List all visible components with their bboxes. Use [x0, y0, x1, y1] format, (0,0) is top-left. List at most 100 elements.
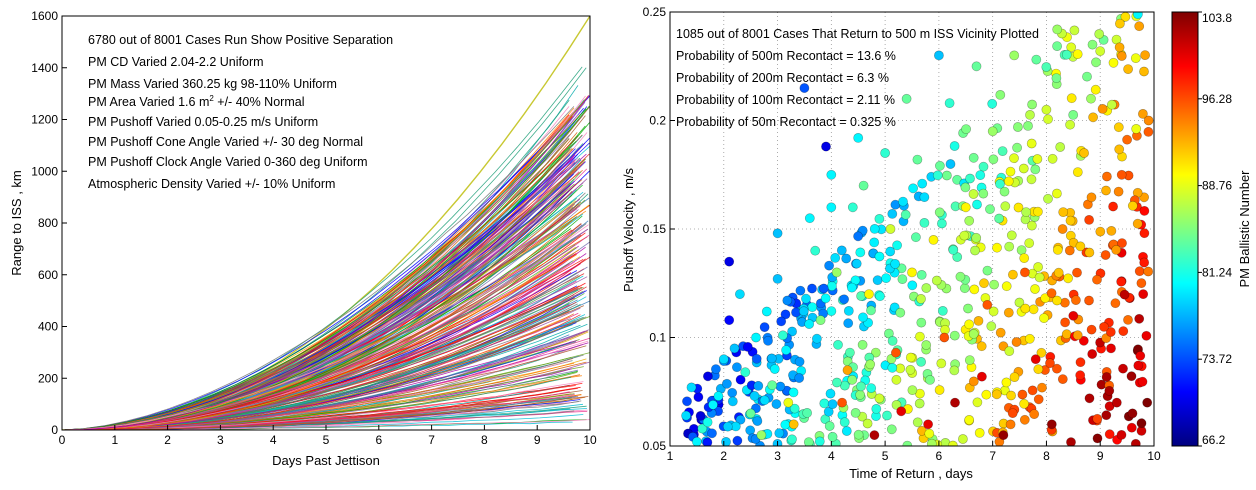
- scatter-point: [832, 377, 842, 388]
- scatter-point: [1019, 253, 1030, 263]
- scatter-point: [781, 345, 791, 355]
- scatter-point: [969, 284, 980, 295]
- scatter-point: [1006, 230, 1017, 241]
- scatter-point: [978, 161, 989, 172]
- scatter-point: [1030, 164, 1041, 175]
- scatter-point: [799, 83, 810, 93]
- scatter-point: [713, 391, 724, 401]
- scatter-point: [1071, 295, 1081, 305]
- scatter-point: [882, 410, 892, 421]
- left-annotation-cone: PM Pushoff Cone Angle Varied +/- 30 deg …: [88, 135, 363, 149]
- scatter-point: [887, 362, 898, 373]
- scatter-point: [1025, 110, 1035, 120]
- scatter-point: [931, 275, 942, 286]
- scatter-point: [915, 331, 925, 342]
- scatter-point: [824, 260, 834, 271]
- scatter-point: [850, 407, 861, 418]
- scatter-point: [1047, 153, 1058, 164]
- scatter-point: [907, 280, 918, 291]
- scatter-point: [1088, 112, 1098, 123]
- scatter-point: [1003, 176, 1014, 187]
- colorbar-tick-label: 88.76: [1202, 179, 1232, 193]
- scatter-point: [763, 335, 773, 346]
- scatter-point: [1005, 166, 1016, 177]
- scatter-point: [732, 435, 743, 446]
- scatter-point: [735, 289, 745, 299]
- scatter-point: [752, 416, 763, 426]
- left-annotation-mass: PM Mass Varied 360.25 kg 98-110% Uniform: [88, 77, 337, 91]
- scatter-point: [826, 306, 837, 316]
- scatter-point: [851, 258, 862, 269]
- scatter-point: [1095, 46, 1106, 56]
- scatter-point: [724, 315, 735, 325]
- scatter-point: [869, 223, 880, 234]
- left-series-line: [62, 369, 579, 430]
- scatter-point: [1065, 119, 1075, 130]
- scatter-point: [1126, 371, 1137, 382]
- scatter-point: [896, 263, 907, 274]
- scatter-point: [842, 365, 853, 375]
- right-x-tick-label: 5: [882, 449, 889, 463]
- left-chart: 0 1 2 3 4 5 6 7 8 9 10 0 200 400 600 800 1000 1200 1400 16…: [9, 9, 597, 468]
- right-x-tick-label: 3: [774, 449, 781, 463]
- scatter-point: [812, 333, 822, 344]
- scatter-point: [907, 267, 917, 278]
- right-x-tick-label: 1: [667, 449, 674, 463]
- left-x-tick-label: 7: [428, 433, 435, 447]
- scatter-point: [795, 285, 806, 296]
- scatter-point: [1069, 25, 1080, 36]
- scatter-point: [1118, 363, 1128, 374]
- scatter-point: [1036, 347, 1047, 358]
- scatter-point: [843, 305, 854, 316]
- scatter-point: [1019, 414, 1030, 425]
- scatter-point: [751, 332, 761, 343]
- scatter-point: [1086, 192, 1097, 203]
- scatter-point: [968, 152, 979, 163]
- scatter-point: [1116, 276, 1127, 287]
- right-annotations: 1085 out of 8001 Cases That Return to 50…: [676, 27, 1039, 129]
- scatter-point: [1075, 241, 1086, 252]
- scatter-point: [857, 339, 868, 350]
- colorbar-tick-label: 73.72: [1202, 352, 1232, 366]
- scatter-point: [772, 228, 783, 239]
- left-series-line: [62, 224, 589, 430]
- scatter-point: [794, 373, 805, 383]
- scatter-point: [695, 410, 706, 421]
- colorbar: 103.8 96.28 88.76 81.24 73.72 66.2 PM Ballist…: [1171, 11, 1252, 447]
- scatter-point: [988, 306, 999, 317]
- scatter-point: [900, 209, 911, 220]
- scatter-point: [1053, 267, 1064, 278]
- scatter-point: [997, 146, 1008, 156]
- scatter-point: [1011, 337, 1022, 347]
- scatter-point: [871, 403, 882, 414]
- scatter-point: [1066, 93, 1077, 104]
- scatter-point: [1135, 350, 1146, 361]
- left-x-tick-label: 3: [217, 433, 224, 447]
- scatter-point: [875, 291, 885, 302]
- scatter-point: [711, 364, 721, 374]
- scatter-point: [1111, 244, 1122, 255]
- scatter-point: [897, 274, 908, 284]
- scatter-point: [1110, 298, 1121, 309]
- scatter-point: [774, 428, 785, 438]
- scatter-point: [1127, 408, 1138, 419]
- scatter-point: [820, 293, 831, 304]
- left-y-tick-label: 800: [38, 216, 58, 230]
- scatter-point: [964, 355, 975, 365]
- scatter-point: [787, 326, 797, 337]
- scatter-point: [727, 396, 738, 407]
- scatter-point: [919, 217, 930, 228]
- scatter-point: [1130, 438, 1141, 446]
- scatter-point: [1137, 376, 1148, 387]
- scatter-point: [892, 240, 902, 251]
- scatter-point: [794, 356, 805, 367]
- scatter-point: [692, 436, 702, 446]
- scatter-point: [970, 245, 980, 256]
- scatter-point: [780, 419, 791, 430]
- scatter-point: [804, 319, 815, 329]
- scatter-point: [1084, 214, 1094, 225]
- scatter-point: [1004, 346, 1015, 356]
- scatter-point: [955, 271, 966, 282]
- scatter-point: [1057, 374, 1068, 384]
- scatter-point: [1084, 247, 1095, 258]
